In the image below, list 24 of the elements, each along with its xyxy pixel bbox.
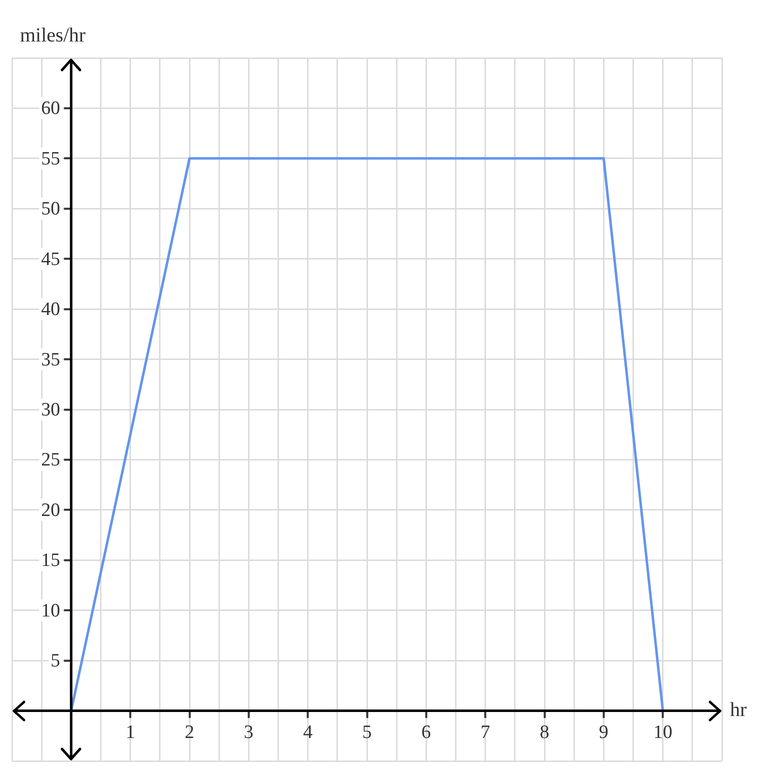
x-tick-label: 9 (598, 722, 608, 744)
y-tick-label: 15 (41, 550, 60, 572)
x-tick-label: 8 (540, 722, 550, 744)
x-tick-label: 1 (126, 722, 136, 744)
x-axis-title: hr (730, 699, 747, 722)
y-tick-label: 45 (41, 248, 60, 270)
y-tick-label: 25 (41, 450, 60, 471)
x-tick-label: 4 (303, 722, 314, 744)
y-tick-label: 40 (41, 299, 60, 320)
x-tick-label: 5 (362, 722, 372, 744)
y-tick-label: 50 (41, 198, 60, 220)
x-tick-label: 7 (480, 722, 490, 744)
y-axis-title: miles/hr (20, 24, 86, 46)
y-tick-label: 35 (41, 349, 60, 370)
y-tick-label: 55 (41, 148, 60, 170)
y-tick-label: 60 (41, 98, 60, 120)
y-tick-label: 10 (41, 600, 60, 622)
y-tick-label: 20 (41, 500, 60, 521)
y-tick-label: 5 (50, 650, 60, 672)
x-tick-label: 3 (244, 722, 254, 744)
x-tick-label: 2 (184, 722, 194, 744)
x-tick-label: 10 (653, 722, 672, 744)
x-tick-label: 6 (421, 722, 431, 744)
y-tick-label: 30 (41, 399, 60, 420)
